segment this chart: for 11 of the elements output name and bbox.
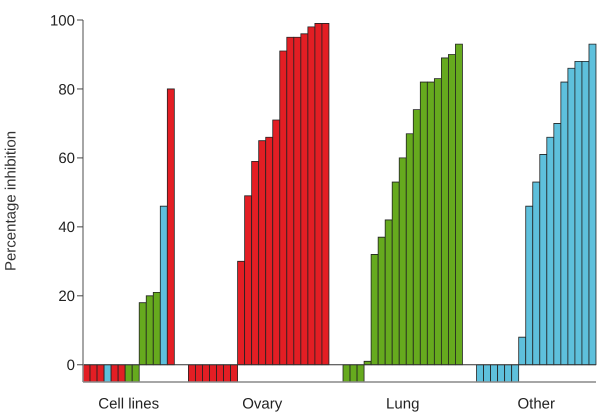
y-tick-label: 40 (58, 219, 75, 236)
x-tick-label: Lung (386, 396, 420, 413)
y-tick-label: 100 (50, 12, 75, 30)
x-tick-label: Cell lines (98, 396, 160, 413)
x-tick-label: Other (518, 396, 556, 413)
x-tick-label: Ovary (242, 396, 283, 413)
y-tick-label: 60 (58, 150, 75, 168)
y-tick-label: 20 (58, 288, 75, 306)
y-tick-label: 80 (58, 81, 75, 98)
y-axis-title: Percentage inhibition (2, 130, 20, 272)
y-tick-label: 0 (66, 357, 75, 374)
